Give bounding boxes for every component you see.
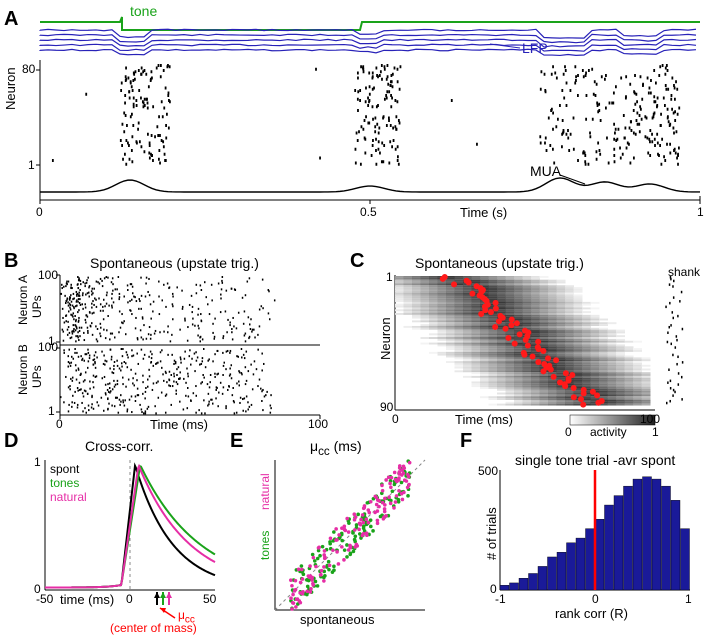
panelB-ups2: UPs (30, 365, 44, 388)
panelB-xt1: 100 (308, 417, 328, 431)
panelD-title: Cross-corr. (85, 438, 153, 454)
panelB-yl-top: Neuron A (16, 275, 30, 325)
panelA-xtick0: 0 (36, 205, 43, 219)
panelD-mucap: (center of mass) (110, 621, 197, 635)
panelC-ylabel: Neuron (378, 317, 393, 360)
panelE-yl-bot: tones (258, 531, 272, 560)
panel-a-svg (0, 0, 714, 230)
panelF-yt0: 0 (490, 582, 497, 596)
panelD-yt1: 1 (34, 455, 41, 469)
panelB-ups1: UPs (30, 295, 44, 318)
panelC-xlabel: Time (ms) (455, 412, 513, 427)
panelC-cblabel: activity (590, 425, 627, 439)
panel-e-svg (248, 440, 448, 630)
panelF-xlabel: rank corr (R) (555, 606, 628, 621)
panelB-title: Spontaneous (upstate trig.) (90, 255, 259, 271)
panelB-yt1b: 100 (38, 340, 58, 354)
panelD-xt1: 0 (126, 592, 133, 606)
panelB-xlabel: Time (ms) (150, 417, 208, 432)
panelF-xt1: 0 (592, 592, 599, 606)
panel-c-svg (370, 260, 700, 435)
panelD-leg1: tones (50, 476, 79, 490)
panelA-ytick1: 80 (22, 62, 35, 76)
panelC-xt1: 100 (640, 412, 660, 426)
panel-d-svg (0, 440, 230, 640)
tone-label: tone (130, 3, 157, 19)
panelD-yt0: 0 (34, 582, 41, 596)
panelB-xt0: 0 (56, 417, 63, 431)
panelA-xtick1: 0.5 (360, 205, 377, 219)
panelE-xlabel: spontaneous (300, 612, 374, 627)
panelD-xt2: 50 (203, 592, 216, 606)
panelF-title: single tone trial -avr spont (515, 452, 675, 468)
panelA-ytick0: 1 (28, 158, 35, 172)
panelC-title: Spontaneous (upstate trig.) (415, 255, 584, 271)
lfp-label: LFP (522, 40, 548, 56)
panelD-leg0: spont (50, 462, 79, 476)
panelB-yt0b: 1 (48, 404, 55, 418)
panelC-cb0: 0 (565, 425, 572, 439)
panelD-leg2: natural (50, 490, 87, 504)
panelD-xlabel: time (ms) (60, 592, 114, 607)
panelC-yt0: 1 (386, 270, 393, 284)
panelB-yl-bot: Neuron B (16, 344, 30, 395)
panelC-xt0: 0 (392, 412, 399, 426)
panelF-yt1: 500 (478, 464, 498, 478)
panelC-shank: shank (668, 265, 700, 279)
panelF-xt2: 1 (685, 592, 692, 606)
panelC-cb1: 1 (652, 425, 659, 439)
panel-c-label: C (350, 250, 364, 273)
panelF-ylabel: # of trials (484, 507, 499, 560)
panelA-ylabel: Neuron (3, 67, 18, 110)
panelE-title: μcc (ms) (310, 438, 362, 458)
panelA-xtick2: 1 (697, 205, 704, 219)
panelE-yl-top: natural (258, 473, 272, 510)
panelA-xlabel: Time (s) (460, 205, 507, 220)
mua-label: MUA (530, 163, 561, 179)
panelB-yt1: 100 (38, 268, 58, 282)
